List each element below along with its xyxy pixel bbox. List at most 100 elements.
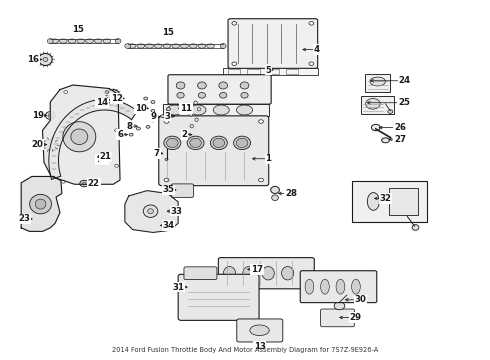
Text: 4: 4 <box>314 45 320 54</box>
Ellipse shape <box>46 112 55 120</box>
Text: 33: 33 <box>170 207 182 216</box>
Text: 32: 32 <box>379 194 392 203</box>
FancyBboxPatch shape <box>178 274 259 320</box>
Ellipse shape <box>198 44 206 48</box>
Bar <box>365 74 391 92</box>
Ellipse shape <box>137 44 145 48</box>
Text: 23: 23 <box>19 215 30 224</box>
Bar <box>286 69 298 74</box>
Ellipse shape <box>167 138 178 148</box>
Ellipse shape <box>51 39 58 43</box>
Ellipse shape <box>237 105 252 115</box>
Ellipse shape <box>320 279 329 294</box>
Ellipse shape <box>111 93 116 97</box>
Ellipse shape <box>95 39 102 43</box>
Text: 2: 2 <box>181 130 188 139</box>
Ellipse shape <box>48 142 53 147</box>
Text: 31: 31 <box>172 283 184 292</box>
Text: 18: 18 <box>96 155 108 164</box>
Ellipse shape <box>232 22 237 25</box>
Ellipse shape <box>220 93 227 98</box>
Ellipse shape <box>48 114 52 117</box>
Ellipse shape <box>190 138 201 148</box>
Ellipse shape <box>82 182 86 185</box>
Ellipse shape <box>129 133 133 136</box>
Ellipse shape <box>146 125 150 128</box>
Ellipse shape <box>336 279 345 294</box>
Ellipse shape <box>207 44 215 48</box>
Bar <box>267 69 279 74</box>
Ellipse shape <box>371 124 380 131</box>
FancyBboxPatch shape <box>237 319 283 342</box>
Text: 15: 15 <box>162 28 173 37</box>
Bar <box>247 69 260 74</box>
Ellipse shape <box>151 100 155 103</box>
FancyBboxPatch shape <box>172 184 194 197</box>
Ellipse shape <box>309 22 314 25</box>
Text: 17: 17 <box>251 265 263 274</box>
Ellipse shape <box>234 136 250 150</box>
Text: 10: 10 <box>135 104 147 113</box>
Ellipse shape <box>164 136 181 150</box>
Ellipse shape <box>80 180 89 187</box>
Ellipse shape <box>165 158 168 161</box>
Ellipse shape <box>197 82 206 89</box>
Ellipse shape <box>146 44 153 48</box>
Ellipse shape <box>103 39 111 43</box>
Ellipse shape <box>305 279 314 294</box>
Ellipse shape <box>154 44 162 48</box>
Ellipse shape <box>271 195 278 201</box>
Ellipse shape <box>181 44 188 48</box>
Ellipse shape <box>64 91 68 94</box>
Ellipse shape <box>35 199 46 209</box>
Ellipse shape <box>107 90 120 100</box>
Bar <box>361 96 394 114</box>
Ellipse shape <box>236 138 248 148</box>
Ellipse shape <box>259 120 264 123</box>
Text: 8: 8 <box>127 122 133 131</box>
Ellipse shape <box>213 138 224 148</box>
Text: 7: 7 <box>154 149 160 158</box>
Ellipse shape <box>370 77 386 86</box>
Ellipse shape <box>187 136 204 150</box>
Ellipse shape <box>61 180 65 183</box>
Ellipse shape <box>167 105 183 115</box>
Ellipse shape <box>125 44 131 49</box>
Text: 2014 Ford Fusion Throttle Body And Motor Assembly Diagram for 7S7Z-9E926-A: 2014 Ford Fusion Throttle Body And Motor… <box>112 347 378 353</box>
Ellipse shape <box>189 113 193 116</box>
Ellipse shape <box>223 266 236 280</box>
Ellipse shape <box>172 44 180 48</box>
Ellipse shape <box>143 205 158 217</box>
Ellipse shape <box>48 39 53 44</box>
Ellipse shape <box>366 99 380 109</box>
Ellipse shape <box>190 105 206 115</box>
Ellipse shape <box>241 93 248 98</box>
Ellipse shape <box>243 266 255 280</box>
Text: 6: 6 <box>117 130 123 139</box>
Ellipse shape <box>388 110 393 113</box>
Ellipse shape <box>334 302 345 310</box>
Text: 29: 29 <box>349 313 362 322</box>
Ellipse shape <box>368 193 379 210</box>
Ellipse shape <box>259 178 264 182</box>
FancyBboxPatch shape <box>168 75 271 104</box>
Text: 26: 26 <box>394 123 406 132</box>
Text: 16: 16 <box>27 55 39 64</box>
Ellipse shape <box>190 124 194 128</box>
Ellipse shape <box>309 62 314 66</box>
Polygon shape <box>49 99 137 179</box>
Text: 30: 30 <box>354 295 366 304</box>
Text: 21: 21 <box>99 153 112 162</box>
Text: 14: 14 <box>96 98 108 107</box>
Bar <box>228 69 240 74</box>
Ellipse shape <box>163 44 171 48</box>
FancyBboxPatch shape <box>184 267 217 280</box>
Text: 15: 15 <box>72 25 84 34</box>
Ellipse shape <box>115 129 119 132</box>
Ellipse shape <box>250 325 269 336</box>
Text: 13: 13 <box>253 342 266 351</box>
Ellipse shape <box>352 279 360 294</box>
Ellipse shape <box>137 127 140 130</box>
FancyBboxPatch shape <box>320 309 354 327</box>
Ellipse shape <box>161 115 165 118</box>
